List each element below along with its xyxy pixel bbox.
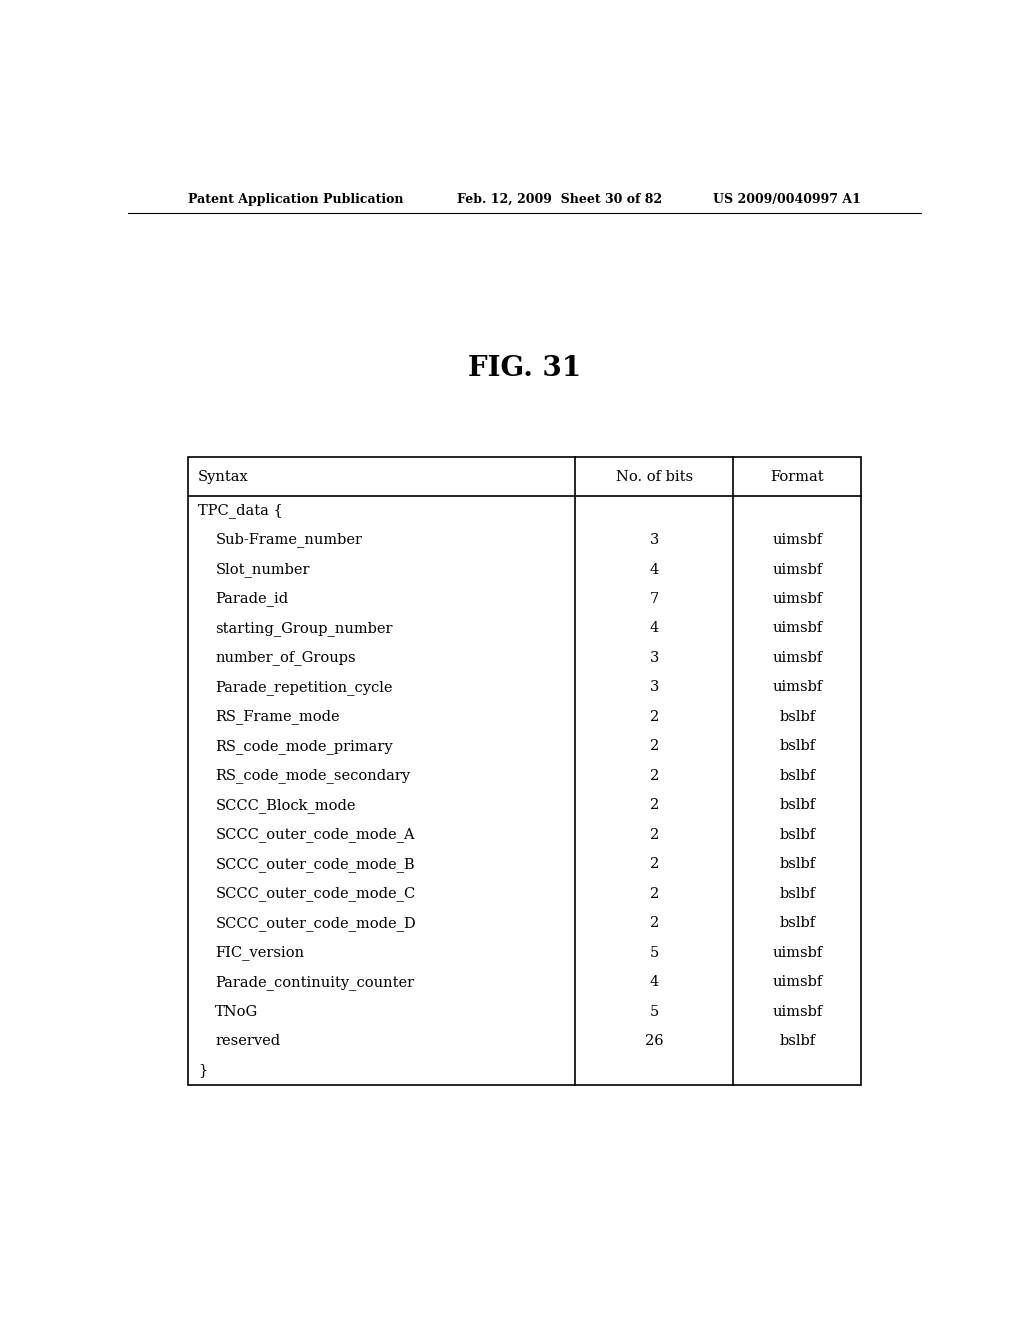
Text: uimsbf: uimsbf xyxy=(772,533,822,546)
Text: number_of_Groups: number_of_Groups xyxy=(215,651,356,665)
Text: }: } xyxy=(198,1064,207,1077)
Text: 7: 7 xyxy=(649,591,659,606)
Text: bslbf: bslbf xyxy=(779,799,815,812)
Text: bslbf: bslbf xyxy=(779,768,815,783)
Text: uimsbf: uimsbf xyxy=(772,975,822,989)
Text: starting_Group_number: starting_Group_number xyxy=(215,620,393,636)
Text: bslbf: bslbf xyxy=(779,710,815,723)
Text: bslbf: bslbf xyxy=(779,916,815,931)
Text: 4: 4 xyxy=(649,975,659,989)
Text: RS_Frame_mode: RS_Frame_mode xyxy=(215,709,340,725)
Text: 2: 2 xyxy=(649,768,659,783)
Text: uimsbf: uimsbf xyxy=(772,945,822,960)
Text: Parade_continuity_counter: Parade_continuity_counter xyxy=(215,974,415,990)
Text: Feb. 12, 2009  Sheet 30 of 82: Feb. 12, 2009 Sheet 30 of 82 xyxy=(458,193,663,206)
Text: SCCC_outer_code_mode_B: SCCC_outer_code_mode_B xyxy=(215,857,415,871)
Text: 2: 2 xyxy=(649,857,659,871)
Text: No. of bits: No. of bits xyxy=(615,470,693,483)
Text: FIG. 31: FIG. 31 xyxy=(468,355,582,383)
Text: Slot_number: Slot_number xyxy=(215,562,310,577)
Text: RS_code_mode_primary: RS_code_mode_primary xyxy=(215,739,393,754)
Text: bslbf: bslbf xyxy=(779,828,815,842)
Text: Syntax: Syntax xyxy=(198,470,249,483)
Text: TNoG: TNoG xyxy=(215,1005,258,1019)
Text: Parade_id: Parade_id xyxy=(215,591,289,606)
Text: 3: 3 xyxy=(649,533,659,546)
Text: bslbf: bslbf xyxy=(779,887,815,900)
Text: US 2009/0040997 A1: US 2009/0040997 A1 xyxy=(714,193,861,206)
Text: uimsbf: uimsbf xyxy=(772,651,822,665)
Text: Parade_repetition_cycle: Parade_repetition_cycle xyxy=(215,680,393,694)
Text: 2: 2 xyxy=(649,799,659,812)
Text: 3: 3 xyxy=(649,651,659,665)
Text: reserved: reserved xyxy=(215,1034,281,1048)
Text: Format: Format xyxy=(770,470,824,483)
Text: SCCC_Block_mode: SCCC_Block_mode xyxy=(215,797,355,813)
Text: SCCC_outer_code_mode_D: SCCC_outer_code_mode_D xyxy=(215,916,416,931)
Text: Patent Application Publication: Patent Application Publication xyxy=(188,193,403,206)
Text: 3: 3 xyxy=(649,680,659,694)
Text: 4: 4 xyxy=(649,562,659,577)
Text: TPC_data {: TPC_data { xyxy=(198,503,283,517)
Text: uimsbf: uimsbf xyxy=(772,1005,822,1019)
Text: 2: 2 xyxy=(649,710,659,723)
Text: 4: 4 xyxy=(649,622,659,635)
Text: uimsbf: uimsbf xyxy=(772,562,822,577)
Text: 2: 2 xyxy=(649,916,659,931)
Text: 26: 26 xyxy=(645,1034,664,1048)
Text: 2: 2 xyxy=(649,828,659,842)
Text: SCCC_outer_code_mode_A: SCCC_outer_code_mode_A xyxy=(215,828,415,842)
Bar xyxy=(188,457,861,1085)
Text: uimsbf: uimsbf xyxy=(772,622,822,635)
Text: 5: 5 xyxy=(649,1005,659,1019)
Text: Sub-Frame_number: Sub-Frame_number xyxy=(215,533,362,548)
Text: uimsbf: uimsbf xyxy=(772,680,822,694)
Text: SCCC_outer_code_mode_C: SCCC_outer_code_mode_C xyxy=(215,886,416,902)
Text: FIC_version: FIC_version xyxy=(215,945,304,960)
Text: bslbf: bslbf xyxy=(779,857,815,871)
Text: bslbf: bslbf xyxy=(779,1034,815,1048)
Text: 2: 2 xyxy=(649,887,659,900)
Text: uimsbf: uimsbf xyxy=(772,591,822,606)
Text: RS_code_mode_secondary: RS_code_mode_secondary xyxy=(215,768,411,783)
Text: 5: 5 xyxy=(649,945,659,960)
Text: bslbf: bslbf xyxy=(779,739,815,754)
Text: 2: 2 xyxy=(649,739,659,754)
